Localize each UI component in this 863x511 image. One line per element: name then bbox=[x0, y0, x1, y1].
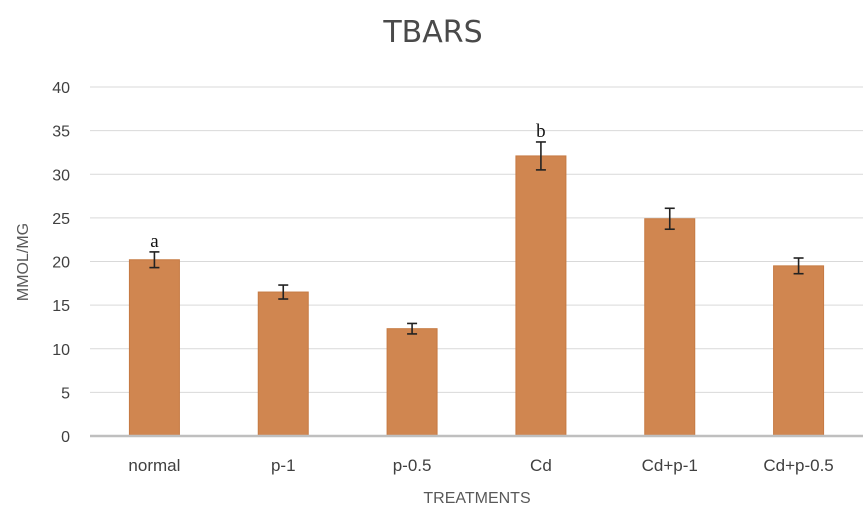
y-axis-ticks: 0 5 10 15 20 25 30 35 40 bbox=[52, 80, 70, 446]
x-tick-label: normal bbox=[128, 456, 180, 475]
x-tick-label: p-1 bbox=[271, 456, 296, 475]
y-tick-label: 5 bbox=[61, 385, 70, 402]
annotations: ab bbox=[150, 121, 545, 252]
y-axis-title: MMOL/MG bbox=[15, 223, 32, 301]
x-tick-label: p-0.5 bbox=[393, 456, 432, 475]
error-bars bbox=[149, 141, 804, 335]
x-tick-label: Cd+p-0.5 bbox=[763, 456, 833, 475]
y-tick-label: 25 bbox=[52, 211, 70, 228]
gridlines bbox=[90, 86, 863, 393]
y-tick-label: 35 bbox=[52, 124, 70, 141]
bar-normal bbox=[128, 259, 180, 437]
y-tick-label: 40 bbox=[52, 80, 70, 97]
y-tick-label: 10 bbox=[52, 342, 70, 359]
annotation-label: b bbox=[536, 121, 546, 142]
x-tick-label: Cd bbox=[530, 456, 552, 475]
y-tick-label: 0 bbox=[61, 429, 70, 446]
x-tick-label: Cd+p-1 bbox=[642, 456, 698, 475]
y-tick-label: 20 bbox=[52, 255, 70, 272]
chart-title: TBARS bbox=[382, 15, 482, 50]
bar-Cd+p-1 bbox=[644, 218, 696, 437]
y-tick-label: 15 bbox=[52, 298, 70, 315]
bar-Cd bbox=[515, 155, 567, 437]
x-axis-categories: normal p-1 p-0.5 Cd Cd+p-1 Cd+p-0.5 bbox=[128, 456, 833, 475]
annotation-label: a bbox=[150, 231, 159, 252]
x-axis-title: TREATMENTS bbox=[423, 490, 530, 507]
bars bbox=[128, 155, 825, 437]
bar-Cd+p-0.5 bbox=[773, 265, 825, 437]
bar-p-0.5 bbox=[386, 328, 438, 437]
bar-p-1 bbox=[257, 291, 309, 437]
y-tick-label: 30 bbox=[52, 167, 70, 184]
